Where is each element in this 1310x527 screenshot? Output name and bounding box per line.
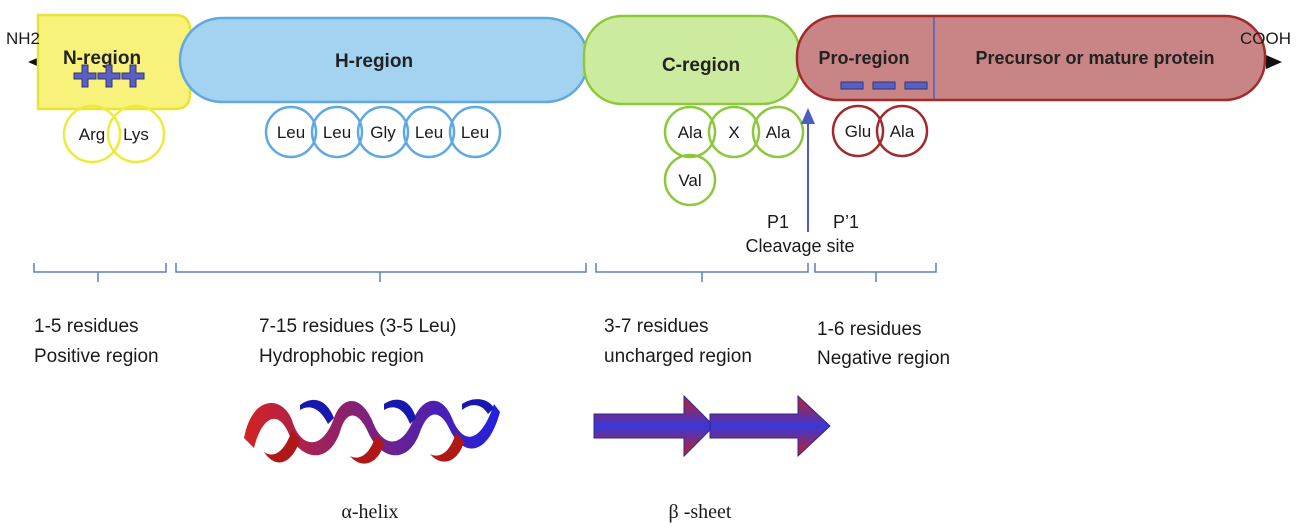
beta-strand-arrow <box>709 394 831 458</box>
n-region-residues: Arg Lys <box>62 104 166 164</box>
n-region-length: 1-5 residues <box>34 316 139 337</box>
n-region-label: N-region <box>63 48 141 69</box>
c-region-label: C-region <box>662 55 740 76</box>
mature-protein-label: Precursor or mature protein <box>975 48 1214 68</box>
h-region-label: H-region <box>335 51 413 72</box>
residue-label: Val <box>678 171 701 190</box>
n-region-brace <box>33 263 167 282</box>
h-region-residues: Leu Leu Gly Leu Leu <box>264 105 502 159</box>
residue-circle <box>875 104 929 158</box>
c-region-length: 3-7 residues <box>604 316 709 337</box>
pro-region-type: Negative region <box>817 348 950 369</box>
residue-circle <box>356 105 410 159</box>
nh2-label: NH2 <box>6 29 40 48</box>
residue-label: Leu <box>323 123 351 142</box>
h-region-brace <box>175 263 587 282</box>
residue-label: Ala <box>678 123 703 142</box>
pro-region-length: 1-6 residues <box>817 319 922 340</box>
beta-sheet-label: β -sheet <box>669 501 732 523</box>
residue-circle <box>751 105 805 159</box>
pro-region-brace <box>814 263 937 282</box>
c-region-type: uncharged region <box>604 346 752 367</box>
pro-region-label: Pro-region <box>818 48 909 68</box>
plus-icon <box>73 64 97 88</box>
n-region-type: Positive region <box>34 346 159 367</box>
beta-sheet-graphic <box>593 394 831 458</box>
minus-icon <box>904 81 928 90</box>
residue-label: Leu <box>415 123 443 142</box>
cooh-label: COOH <box>1240 29 1291 48</box>
residue-label: Glu <box>845 122 871 141</box>
minus-icon <box>872 81 896 90</box>
residue-label: Arg <box>79 125 105 144</box>
residue-circle <box>310 105 364 159</box>
region-braces <box>33 263 937 282</box>
positive-charge-icons <box>73 64 145 88</box>
p1-label: P1 <box>767 212 789 232</box>
residue-circle <box>62 104 122 164</box>
plus-icon <box>121 64 145 88</box>
residue-circle <box>264 105 318 159</box>
residue-circle <box>707 105 761 159</box>
residue-label: Gly <box>370 123 396 142</box>
residue-circle <box>663 105 717 159</box>
alpha-helix-label: α-helix <box>341 501 398 523</box>
residue-label: Ala <box>766 123 791 142</box>
residue-circle <box>663 153 717 207</box>
beta-strand-arrow <box>593 394 715 458</box>
c-region-brace <box>595 263 809 282</box>
residue-circle <box>402 105 456 159</box>
h-region-type: Hydrophobic region <box>259 346 424 367</box>
residue-label: Ala <box>890 122 915 141</box>
negative-charge-icons <box>840 81 928 90</box>
h-region-length: 7-15 residues (3-5 Leu) <box>259 316 457 337</box>
n-region-shape <box>36 13 192 111</box>
c-region-residues: Ala X Ala Val <box>663 105 805 207</box>
residue-label: Leu <box>277 123 305 142</box>
plus-icon <box>97 64 121 88</box>
residue-circle <box>831 104 885 158</box>
cleavage-site-arrow <box>801 108 815 232</box>
pro-region-shape <box>795 14 1267 102</box>
residue-label: X <box>728 123 739 142</box>
residue-label: Lys <box>123 125 149 144</box>
cleavage-site-label: Cleavage site <box>745 236 854 256</box>
residue-label: Leu <box>461 123 489 142</box>
residue-circle <box>448 105 502 159</box>
minus-icon <box>840 81 864 90</box>
alpha-helix-graphic <box>244 399 500 464</box>
residue-circle <box>106 104 166 164</box>
pro-region-residues: Glu Ala <box>831 104 929 158</box>
p1-prime-label: P’1 <box>833 212 859 232</box>
